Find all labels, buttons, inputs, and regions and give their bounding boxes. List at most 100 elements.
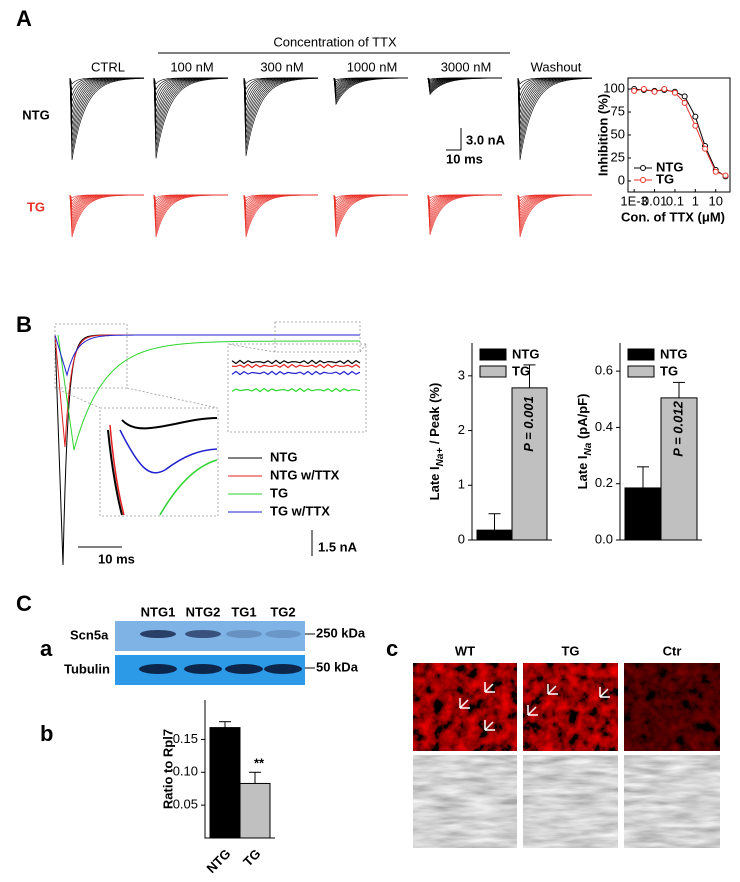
legend-swatch (479, 365, 507, 378)
legend-label: TG w/TTX (270, 503, 330, 518)
trace (159, 459, 218, 516)
arrow (484, 720, 495, 731)
data-point (681, 93, 688, 100)
condition-label: 3000 nM (441, 59, 492, 74)
condition-label: Washout (531, 59, 582, 74)
current-trace (427, 194, 502, 235)
y-tick-label: 0 (458, 531, 465, 546)
current-trace (517, 77, 592, 149)
zoom-link (54, 387, 219, 409)
sub-label: c (386, 636, 398, 661)
trace (107, 429, 123, 516)
band (185, 630, 221, 638)
y-tick-label: 25 (611, 149, 625, 164)
scale-label: 10 ms (98, 551, 135, 566)
condition-label: CTRL (91, 59, 125, 74)
fluorescence-image (523, 663, 618, 751)
data-point (671, 89, 678, 96)
legend-label: NTG w/TTX (270, 467, 340, 482)
current-trace (69, 77, 144, 161)
trace (231, 363, 361, 369)
fluorescence-image (624, 663, 720, 751)
trace (231, 370, 361, 376)
scale-label: 3.0 nA (466, 132, 506, 147)
column-label: TG (561, 643, 579, 658)
y-axis-label: Late INa+ / Peak (%) (427, 383, 445, 501)
current-trace (69, 77, 144, 155)
current-trace (153, 77, 228, 147)
y-tick-label: 0.4 (595, 419, 613, 434)
legend-swatch (479, 348, 507, 361)
legend-label: TG (512, 363, 530, 378)
lane-label: NTG2 (186, 604, 221, 619)
annotation: P = 0.012 (670, 400, 685, 456)
row-label: NTG (22, 107, 49, 122)
scale-label: 1.5 nA (318, 539, 358, 554)
column-label: Ctr (663, 643, 682, 658)
group-label: Concentration of TTX (273, 34, 397, 49)
y-axis-label-part: Na (583, 442, 594, 455)
current-trace (153, 77, 228, 159)
legend-marker (640, 165, 646, 171)
data-point (640, 86, 647, 93)
condition-label: 1000 nM (347, 59, 398, 74)
bar (476, 529, 513, 541)
annotation: P = 0.001 (521, 396, 536, 452)
data-point (702, 145, 709, 152)
lane-label: TG2 (270, 604, 295, 619)
y-axis-label-part: Late I (427, 466, 442, 500)
zoom-box (227, 343, 367, 433)
current-trace (517, 194, 592, 238)
y-tick-label: 50 (611, 126, 625, 141)
current-trace (243, 77, 318, 151)
legend-label: TG (660, 363, 678, 378)
x-tick-label: NTG (204, 846, 234, 876)
dic-image (523, 755, 618, 848)
x-tick-label: 1 (692, 193, 699, 208)
current-trace (153, 194, 228, 238)
row-label: Tubulin (64, 661, 110, 676)
row-label: Scn5a (70, 627, 109, 642)
current-trace (333, 77, 408, 106)
data-point (661, 86, 668, 93)
current-trace (69, 77, 144, 149)
y-tick-label: 3 (458, 367, 465, 382)
lane-label: TG1 (231, 604, 256, 619)
column-label: WT (455, 643, 475, 658)
bar (624, 487, 662, 541)
data-point (651, 88, 658, 95)
trace (119, 429, 166, 474)
y-tick-label: 0.2 (595, 475, 613, 490)
panel-label: C (16, 591, 32, 616)
trace (54, 334, 360, 377)
current-trace (153, 77, 228, 153)
annotation: ** (254, 756, 265, 771)
bar (511, 387, 548, 541)
arrow (547, 684, 558, 695)
y-tick-label: 0.05 (173, 797, 198, 812)
y-tick-label: 75 (611, 103, 625, 118)
panel-label: B (16, 312, 32, 337)
current-trace (517, 77, 592, 161)
sub-label: b (40, 721, 53, 746)
x-tick-label: 1E-3 (620, 193, 647, 208)
legend-marker (640, 177, 646, 183)
zoom-box (99, 407, 219, 517)
y-tick-label: 1 (458, 477, 465, 492)
scale-label: 10 ms (446, 151, 483, 166)
lane-label: NTG1 (141, 604, 176, 619)
y-tick-label: 0.10 (173, 764, 198, 779)
dic-image (413, 755, 517, 848)
legend-label: NTG (656, 159, 683, 174)
y-axis-label-part: / Peak (%) (427, 383, 442, 448)
y-axis-label-part: Late I (575, 455, 590, 489)
current-trace (243, 77, 318, 156)
marker-label: 50 kDa (316, 659, 359, 674)
data-point (631, 87, 638, 94)
band (184, 664, 222, 674)
current-trace (153, 77, 228, 130)
y-tick-label: 0.15 (173, 731, 198, 746)
arrow (599, 687, 610, 698)
arrow (484, 682, 495, 693)
